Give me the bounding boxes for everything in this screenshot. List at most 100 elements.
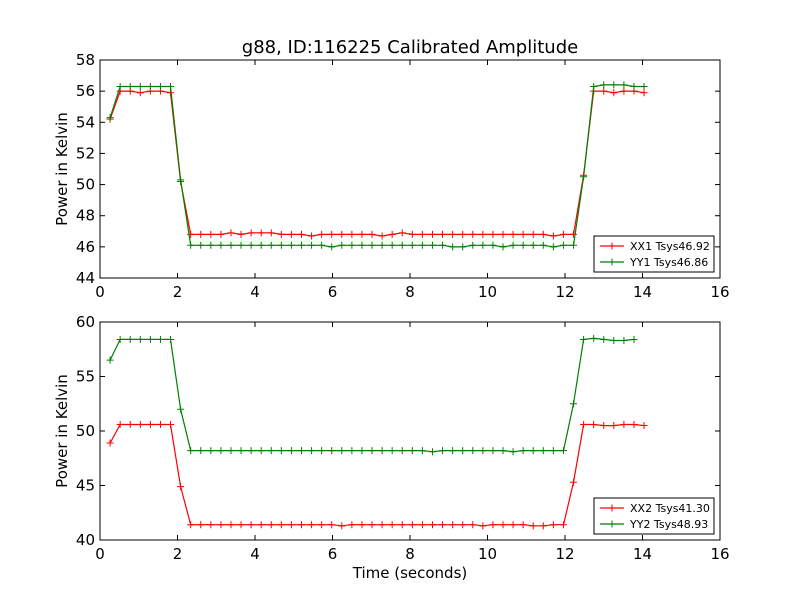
data-point — [559, 241, 567, 249]
data-point — [287, 241, 295, 249]
data-point — [378, 521, 386, 529]
data-point — [227, 447, 235, 455]
data-point — [328, 230, 336, 238]
data-point — [428, 521, 436, 529]
data-point — [529, 447, 537, 455]
data-point — [559, 447, 567, 455]
data-point — [539, 447, 547, 455]
data-point — [398, 229, 406, 237]
data-point — [408, 521, 416, 529]
x-tick-label: 10 — [478, 545, 497, 563]
y-tick-label: 55 — [76, 368, 95, 386]
data-point — [449, 230, 457, 238]
legend-label: XX2 Tsys41.30 — [630, 502, 710, 515]
data-point — [267, 447, 275, 455]
data-point — [126, 420, 134, 428]
x-tick-label: 14 — [633, 283, 652, 301]
data-point — [600, 81, 608, 89]
data-point — [388, 521, 396, 529]
x-tick-label: 0 — [95, 545, 105, 563]
data-point — [499, 243, 507, 251]
data-point — [479, 447, 487, 455]
legend-label: YY1 Tsys46.86 — [629, 256, 708, 269]
data-point — [610, 81, 618, 89]
data-point — [277, 241, 285, 249]
y-tick-label: 48 — [76, 207, 95, 225]
data-point — [338, 447, 346, 455]
data-point — [207, 241, 215, 249]
data-point — [227, 521, 235, 529]
data-point — [549, 447, 557, 455]
data-point — [590, 420, 598, 428]
data-point — [489, 447, 497, 455]
data-point — [439, 230, 447, 238]
data-point — [489, 230, 497, 238]
data-point — [156, 335, 164, 343]
data-point — [126, 335, 134, 343]
data-point — [167, 335, 175, 343]
data-point — [106, 356, 114, 364]
legend-marker — [608, 520, 616, 528]
data-point — [298, 521, 305, 529]
data-point — [237, 230, 245, 238]
data-point — [287, 230, 295, 238]
data-point — [549, 232, 557, 240]
data-point — [237, 447, 245, 455]
data-point — [428, 230, 436, 238]
data-point — [620, 81, 628, 89]
legend-marker — [608, 504, 616, 512]
x-tick-label: 2 — [173, 545, 183, 563]
data-point — [308, 447, 316, 455]
x-tick-label: 12 — [555, 545, 574, 563]
data-point — [197, 521, 205, 529]
x-tick-label: 16 — [710, 283, 729, 301]
data-point — [298, 230, 305, 238]
data-point — [600, 87, 608, 95]
data-point — [630, 420, 638, 428]
data-point — [378, 447, 386, 455]
legend-label: XX1 Tsys46.92 — [630, 240, 710, 253]
data-point — [539, 241, 547, 249]
data-point — [318, 521, 326, 529]
bottom-plot: 0 2 4 6 8 10 12 14 16 40 45 50 55 60 Power in Kelvin Ti… — [53, 313, 730, 582]
data-point — [247, 229, 255, 237]
data-point — [267, 521, 275, 529]
data-point — [156, 420, 164, 428]
legend-label: YY2 Tsys48.93 — [629, 518, 708, 531]
data-point — [116, 82, 124, 90]
data-point — [126, 82, 134, 90]
data-point — [388, 447, 396, 455]
data-point — [227, 229, 235, 237]
data-point — [207, 521, 215, 529]
data-point — [408, 230, 416, 238]
data-point — [146, 82, 154, 90]
data-point — [378, 232, 386, 240]
x-tick-label: 4 — [250, 283, 260, 301]
data-point — [106, 114, 114, 122]
data-point — [338, 522, 346, 530]
data-point — [247, 521, 255, 529]
x-tick-label: 12 — [555, 283, 574, 301]
data-point — [237, 241, 245, 249]
data-point — [580, 173, 588, 181]
x-tick-label: 6 — [328, 545, 338, 563]
data-point — [398, 241, 406, 249]
y-tick-label: 58 — [76, 51, 95, 69]
data-point — [257, 521, 265, 529]
data-point — [338, 241, 346, 249]
data-point — [640, 422, 648, 430]
data-point — [408, 447, 416, 455]
data-point — [257, 447, 265, 455]
data-point — [509, 230, 517, 238]
data-point — [610, 422, 618, 430]
data-point — [428, 241, 436, 249]
data-point — [519, 241, 527, 249]
x-tick-label: 14 — [633, 545, 652, 563]
data-point — [610, 89, 618, 97]
data-point — [368, 447, 376, 455]
data-point — [328, 521, 336, 529]
data-point — [559, 521, 567, 529]
data-point — [519, 447, 527, 455]
data-point — [479, 241, 487, 249]
data-point — [479, 230, 487, 238]
